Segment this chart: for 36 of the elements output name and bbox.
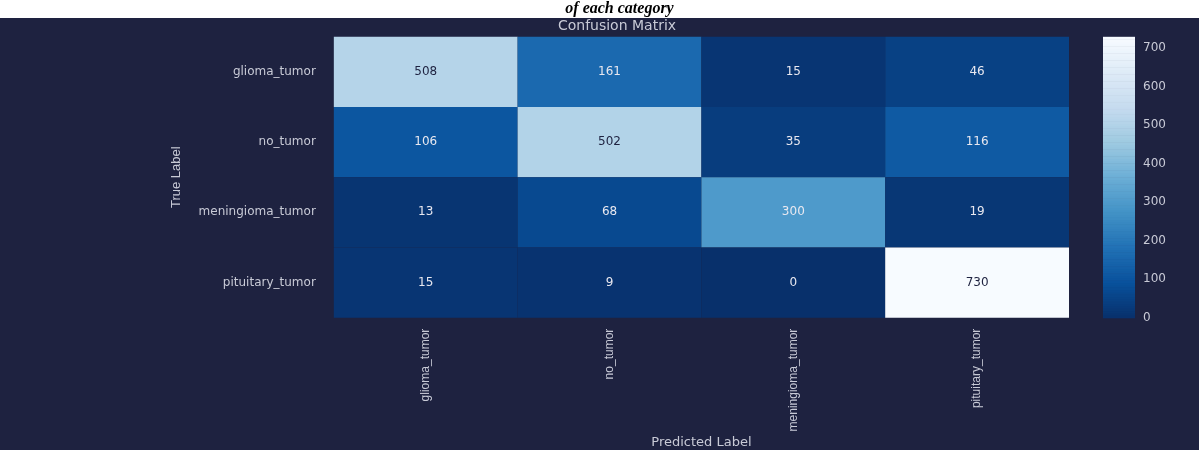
x-axis-title: Predicted Label xyxy=(651,433,752,449)
data-label: 15 xyxy=(418,274,434,289)
data-label: 730 xyxy=(965,274,989,289)
x-tick-label: no_tumor xyxy=(601,328,616,380)
color-bar-label: 100 xyxy=(1143,271,1166,286)
data-label: 68 xyxy=(601,204,618,219)
y-tick-label: glioma_tumor xyxy=(232,64,316,79)
data-label: 300 xyxy=(781,204,805,219)
y-tick-label: meningioma_tumor xyxy=(198,204,316,219)
data-label: 502 xyxy=(598,134,621,149)
chart-title: Confusion Matrix xyxy=(557,17,677,34)
data-label: 0 xyxy=(789,274,798,289)
color-bar-label: 300 xyxy=(1143,194,1166,209)
data-label: 15 xyxy=(785,64,801,79)
data-label: 13 xyxy=(418,204,434,219)
y-axis-title: True Label xyxy=(168,146,184,209)
color-bar-label: 200 xyxy=(1143,232,1166,247)
color-bar-label: 600 xyxy=(1143,78,1166,93)
color-bar-label: 400 xyxy=(1143,155,1166,170)
color-bar-label: 700 xyxy=(1143,40,1166,55)
color-bar-label: 0 xyxy=(1143,309,1151,324)
data-label: 106 xyxy=(414,134,438,149)
color-bar-label: 500 xyxy=(1143,117,1166,132)
x-tick-label: meningioma_tumor xyxy=(785,328,800,432)
data-label: 35 xyxy=(785,134,801,149)
data-label: 19 xyxy=(969,204,985,219)
x-tick-label: pituitary_tumor xyxy=(969,328,984,409)
data-label: 9 xyxy=(605,274,614,289)
data-label: 46 xyxy=(969,64,985,79)
data-label: 508 xyxy=(414,64,438,79)
y-tick-label: pituitary_tumor xyxy=(222,274,316,289)
data-label: 116 xyxy=(965,134,989,149)
text: of each category xyxy=(0,0,1199,18)
data-label: 161 xyxy=(598,64,621,79)
x-tick-label: glioma_tumor xyxy=(418,328,433,402)
y-tick-label: no_tumor xyxy=(258,134,316,149)
